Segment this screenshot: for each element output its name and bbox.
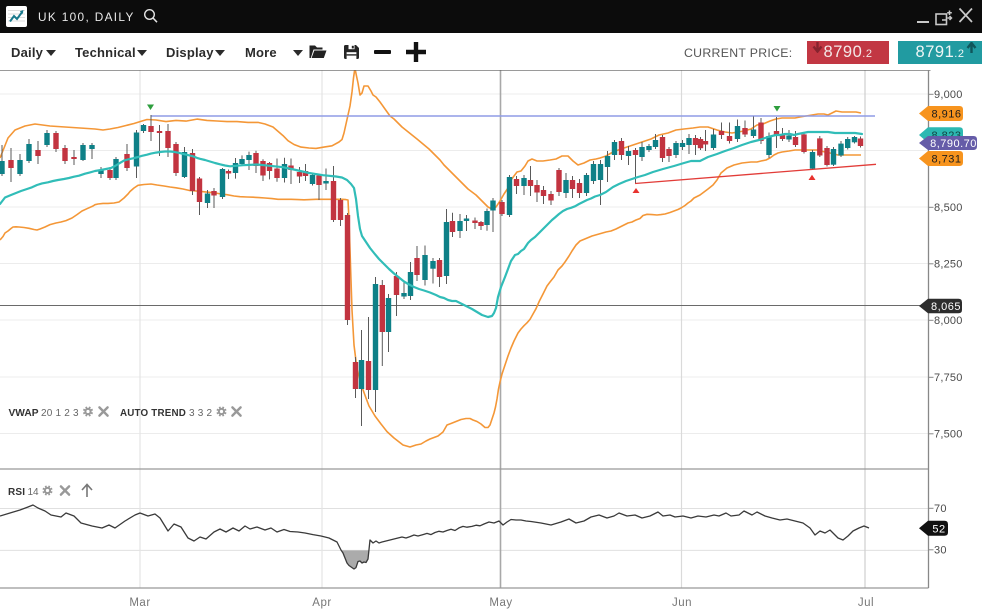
svg-text:Jun: Jun bbox=[672, 597, 692, 609]
svg-text:9,000: 9,000 bbox=[934, 89, 963, 101]
svg-text:Apr: Apr bbox=[312, 597, 331, 609]
svg-text:Jul: Jul bbox=[858, 597, 874, 609]
svg-text:8,916: 8,916 bbox=[931, 109, 961, 121]
svg-text:8,731: 8,731 bbox=[931, 154, 961, 166]
svg-text:VWAP: VWAP bbox=[9, 408, 39, 419]
svg-text:8,000: 8,000 bbox=[934, 315, 963, 327]
svg-text:RSI: RSI bbox=[8, 487, 25, 498]
svg-text:8,790.70: 8,790.70 bbox=[930, 138, 977, 150]
svg-text:52: 52 bbox=[932, 523, 945, 535]
svg-text:8,250: 8,250 bbox=[934, 259, 963, 271]
svg-text:7,750: 7,750 bbox=[934, 372, 963, 384]
svg-text:70: 70 bbox=[934, 503, 947, 515]
svg-text:8,065: 8,065 bbox=[931, 301, 961, 313]
svg-text:AUTO TREND: AUTO TREND bbox=[120, 408, 186, 419]
svg-text:Mar: Mar bbox=[129, 597, 150, 609]
svg-text:7,500: 7,500 bbox=[934, 429, 963, 441]
svg-text:3 3 2: 3 3 2 bbox=[189, 408, 212, 419]
svg-text:14: 14 bbox=[28, 487, 40, 498]
svg-text:30: 30 bbox=[934, 545, 947, 557]
svg-text:May: May bbox=[489, 597, 512, 609]
svg-text:20 1 2 3: 20 1 2 3 bbox=[41, 408, 79, 419]
svg-text:8,500: 8,500 bbox=[934, 202, 963, 214]
